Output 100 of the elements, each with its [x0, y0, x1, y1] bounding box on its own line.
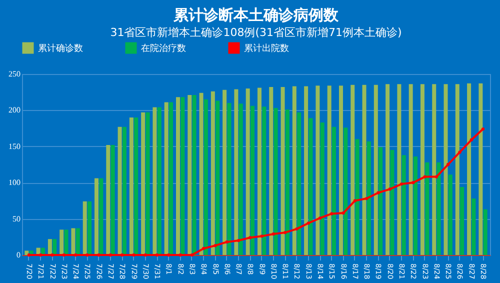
bar — [444, 84, 448, 255]
point — [50, 253, 54, 257]
bar — [129, 117, 134, 255]
point — [62, 253, 66, 257]
bar — [320, 122, 324, 255]
bar — [141, 112, 146, 255]
bar — [227, 102, 232, 255]
bar — [222, 90, 227, 255]
bar — [48, 239, 52, 255]
bar — [234, 89, 238, 255]
bar — [355, 139, 360, 255]
y-tick-label: 100 — [8, 178, 20, 188]
y-tick-label: 50 — [12, 214, 20, 224]
bar — [210, 91, 215, 255]
bar — [24, 250, 29, 255]
bar — [88, 201, 92, 255]
bar — [327, 86, 332, 255]
bar — [99, 178, 104, 255]
point — [434, 175, 438, 178]
point — [178, 253, 182, 257]
point — [214, 244, 217, 248]
point — [74, 253, 78, 257]
bar — [257, 88, 262, 255]
bar — [262, 106, 266, 255]
bar — [344, 128, 348, 255]
point — [342, 211, 345, 215]
point — [284, 230, 287, 234]
point — [388, 188, 392, 191]
point — [458, 150, 462, 154]
bar — [64, 230, 68, 255]
point — [225, 240, 228, 244]
point — [318, 216, 322, 220]
bar — [152, 107, 157, 255]
bar — [280, 87, 285, 255]
bar — [176, 97, 180, 255]
bar — [297, 112, 302, 255]
point — [470, 138, 473, 142]
point — [144, 253, 147, 257]
bar — [274, 108, 278, 255]
point — [353, 199, 357, 202]
bar — [420, 84, 424, 255]
point — [108, 253, 112, 257]
bar — [362, 84, 366, 255]
bar — [304, 86, 308, 255]
bar — [460, 186, 464, 255]
chart-subtitle: 31省区市新增本土确诊108例(31省区市新增71例本土确诊) — [110, 26, 402, 39]
bar — [285, 109, 290, 255]
point — [295, 227, 298, 231]
bar — [408, 84, 413, 255]
bar — [52, 239, 57, 255]
legend-label: 累计确诊数 — [38, 43, 83, 54]
bar — [82, 201, 87, 255]
point — [167, 253, 170, 257]
bar — [338, 86, 343, 255]
point — [376, 191, 380, 194]
bar — [216, 100, 220, 255]
bar — [402, 155, 406, 255]
point — [481, 127, 485, 131]
point — [446, 162, 450, 166]
point — [155, 253, 159, 257]
bar — [76, 228, 80, 255]
bar — [110, 144, 115, 255]
legend-label: 累计出院数 — [244, 43, 289, 54]
y-tick-label: 250 — [8, 70, 20, 78]
bar — [308, 118, 313, 255]
legend-label: 在院治疗数 — [141, 43, 186, 54]
bar — [316, 86, 320, 255]
bar — [199, 92, 204, 255]
bar — [164, 102, 168, 255]
bar — [425, 162, 430, 255]
point — [423, 175, 426, 178]
y-tick-label: 0 — [16, 250, 20, 260]
bar — [118, 126, 122, 255]
bar — [180, 97, 185, 255]
bar — [378, 147, 383, 255]
point — [27, 253, 31, 257]
bar — [350, 84, 355, 255]
bar — [374, 84, 378, 255]
bar — [269, 87, 274, 255]
bar — [122, 126, 126, 255]
point — [306, 222, 310, 225]
point — [120, 253, 124, 257]
bar — [146, 112, 150, 255]
point — [272, 232, 276, 236]
bar — [413, 156, 418, 255]
bar — [134, 117, 138, 255]
point — [202, 246, 206, 250]
point — [190, 253, 194, 257]
bar — [390, 150, 394, 255]
bar — [436, 162, 441, 255]
bar — [157, 107, 162, 255]
bar — [60, 230, 64, 255]
bar — [250, 106, 255, 255]
bar — [432, 84, 436, 255]
point — [132, 253, 136, 257]
bar — [192, 94, 196, 255]
chart-title: 累计诊断本土确诊病例数 — [172, 6, 340, 24]
bar — [188, 94, 192, 255]
bar — [292, 86, 296, 255]
point — [86, 253, 89, 257]
